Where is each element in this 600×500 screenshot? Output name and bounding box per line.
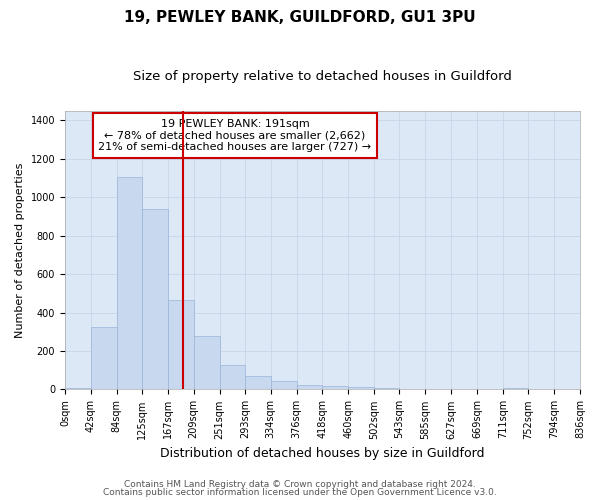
Y-axis label: Number of detached properties: Number of detached properties	[15, 162, 25, 338]
Title: Size of property relative to detached houses in Guildford: Size of property relative to detached ho…	[133, 70, 512, 83]
Bar	[65, 388, 91, 390]
X-axis label: Distribution of detached houses by size in Guildford: Distribution of detached houses by size …	[160, 447, 485, 460]
Text: Contains HM Land Registry data © Crown copyright and database right 2024.: Contains HM Land Registry data © Crown c…	[124, 480, 476, 489]
Bar	[194, 336, 220, 390]
Bar	[116, 177, 142, 390]
Text: Contains public sector information licensed under the Open Government Licence v3: Contains public sector information licen…	[103, 488, 497, 497]
Bar	[220, 365, 245, 390]
Bar	[142, 208, 168, 390]
Text: 19, PEWLEY BANK, GUILDFORD, GU1 3PU: 19, PEWLEY BANK, GUILDFORD, GU1 3PU	[124, 10, 476, 25]
Bar	[91, 327, 116, 390]
Bar	[245, 376, 271, 390]
Bar	[168, 300, 194, 390]
Bar	[374, 388, 400, 390]
Bar	[271, 382, 296, 390]
Bar	[296, 385, 322, 390]
Bar	[503, 388, 528, 390]
Bar	[322, 386, 349, 390]
Text: 19 PEWLEY BANK: 191sqm
← 78% of detached houses are smaller (2,662)
21% of semi-: 19 PEWLEY BANK: 191sqm ← 78% of detached…	[98, 119, 371, 152]
Bar	[349, 386, 374, 390]
